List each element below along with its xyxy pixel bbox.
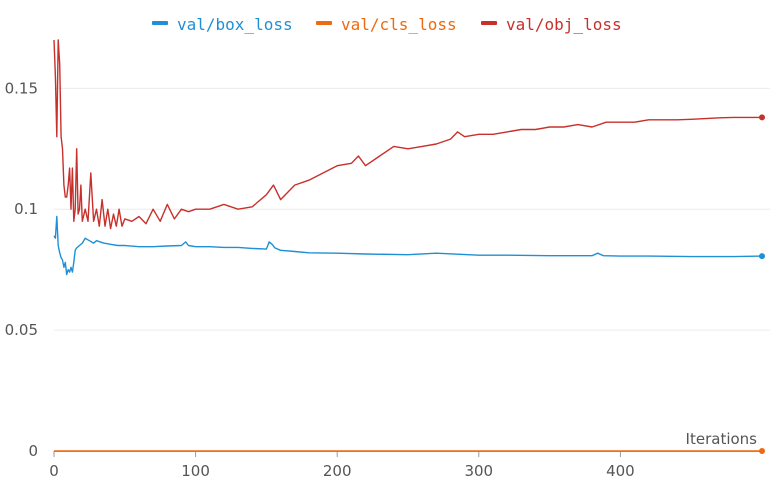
legend-label-2: val/obj_loss — [506, 15, 622, 34]
x-axis-title: Iterations — [686, 430, 758, 448]
x-tick-label: 100 — [181, 462, 210, 480]
y-tick-label: 0.15 — [5, 79, 38, 97]
series-line-0 — [53, 215, 763, 276]
series-end-point-2 — [759, 114, 765, 121]
series-line-2 — [53, 39, 762, 230]
y-axis: 0 0.05 0.1 0.15 — [5, 79, 38, 460]
series-end-point-0 — [759, 253, 765, 260]
legend-swatch-0 — [152, 21, 168, 25]
grid-lines — [54, 87, 770, 331]
series-lines — [53, 39, 765, 454]
legend-swatch-1 — [316, 21, 332, 25]
x-tick-label: 400 — [606, 462, 635, 480]
y-tick-label: 0.1 — [14, 200, 38, 218]
legend-label-0: val/box_loss — [177, 15, 293, 34]
x-axis: 0 100 200 300 400 — [49, 451, 762, 480]
x-tick-label: 0 — [49, 462, 59, 480]
legend: val/box_loss val/cls_loss val/obj_loss — [152, 15, 622, 34]
x-tick-label: 300 — [464, 462, 493, 480]
series-end-point-1 — [759, 448, 765, 454]
legend-swatch-2 — [481, 21, 497, 25]
x-tick-label: 200 — [323, 462, 352, 480]
y-tick-label: 0.05 — [5, 321, 38, 339]
legend-label-1: val/cls_loss — [341, 15, 457, 34]
y-tick-label: 0 — [28, 442, 38, 460]
